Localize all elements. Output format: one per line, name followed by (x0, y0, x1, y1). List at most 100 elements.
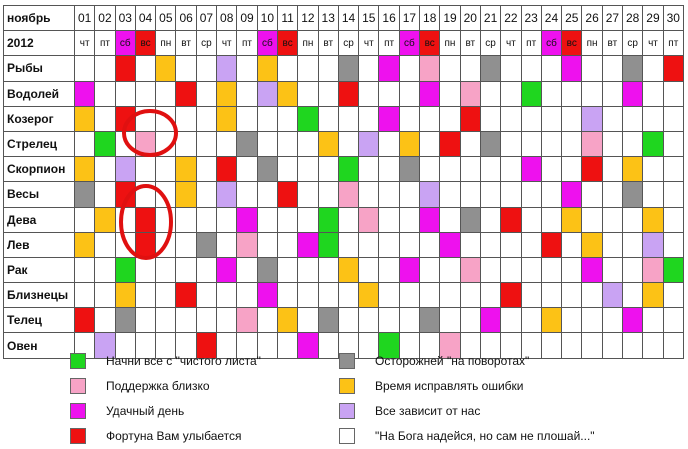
day-cell (175, 282, 197, 309)
day-cell (419, 181, 441, 208)
day-cell (398, 256, 421, 284)
day-cell (297, 130, 319, 158)
weekday-cell: вт (601, 30, 624, 57)
weekday-cell: ср (195, 30, 218, 57)
day-cell (114, 231, 136, 258)
day-cell (398, 55, 421, 82)
day-number: 03 (114, 4, 136, 32)
day-cell (459, 231, 481, 258)
day-number: 04 (134, 4, 157, 32)
day-cell (134, 105, 157, 132)
day-cell (175, 332, 197, 359)
weekday-cell: чт (216, 30, 238, 57)
day-cell (155, 156, 177, 183)
day-cell (216, 105, 238, 132)
day-cell (297, 80, 319, 107)
day-cell (520, 130, 542, 158)
day-cell (317, 181, 339, 208)
day-cell (520, 231, 542, 258)
day-cell (297, 231, 319, 258)
day-cell (601, 105, 624, 132)
sign-row: Близнецы (3, 282, 685, 309)
day-cell (662, 256, 685, 284)
day-cell (73, 206, 96, 233)
day-cell (256, 256, 278, 284)
weekday-cell: чт (73, 30, 96, 57)
day-cell (276, 231, 299, 258)
day-cell (195, 55, 218, 82)
day-cell (216, 55, 238, 82)
day-number-row: ноябрь 01 02 03 04 05 06 07 08 09 10 11 12 13 14 15 16 17… (3, 4, 685, 32)
day-cell (540, 256, 563, 284)
day-cell (73, 256, 96, 284)
sign-name: Козерог (3, 105, 75, 132)
day-cell (195, 206, 218, 233)
day-number: 10 (256, 4, 278, 32)
day-number: 08 (216, 4, 238, 32)
legend-label: Все зависит от нас (375, 404, 481, 418)
day-cell (134, 181, 157, 208)
day-cell (642, 181, 664, 208)
day-cell (439, 130, 461, 158)
day-cell (155, 282, 177, 309)
day-cell (276, 181, 299, 208)
day-cell (94, 105, 116, 132)
legend-label: Фортуна Вам улыбается (106, 429, 242, 443)
day-cell (398, 206, 421, 233)
day-number: 24 (540, 4, 563, 32)
day-cell (155, 206, 177, 233)
day-cell (561, 282, 583, 309)
day-cell (175, 256, 197, 284)
day-cell (73, 156, 96, 183)
sign-row: Рыбы (3, 55, 685, 82)
horoscope-calendar-table: ноябрь 01 02 03 04 05 06 07 08 09 10 11 12 13 14 15 16 17… (3, 4, 685, 359)
sign-row: Стрелец (3, 130, 685, 158)
day-cell (378, 80, 400, 107)
day-cell (134, 206, 157, 233)
day-cell (175, 181, 197, 208)
day-cell (337, 105, 360, 132)
day-cell (561, 130, 583, 158)
day-cell (622, 231, 644, 258)
day-number: 16 (378, 4, 400, 32)
day-cell (561, 231, 583, 258)
day-cell (500, 156, 522, 183)
day-cell (500, 105, 522, 132)
day-cell (419, 55, 441, 82)
day-cell (642, 332, 664, 359)
day-cell (662, 156, 685, 183)
day-cell (540, 105, 563, 132)
day-cell (236, 307, 258, 334)
legend-item: Удачный день (70, 402, 330, 422)
day-cell (73, 181, 96, 208)
day-cell (540, 181, 563, 208)
day-cell (94, 282, 116, 309)
day-cell (155, 80, 177, 107)
day-cell (439, 231, 461, 258)
sign-name: Рак (3, 256, 75, 284)
legend-item: Время исправлять ошибки (339, 377, 679, 397)
day-cell (520, 307, 542, 334)
sign-row: Овен (3, 332, 685, 359)
day-cell (439, 55, 461, 82)
day-cell (398, 282, 421, 309)
sign-name: Скорпион (3, 156, 75, 183)
day-cell (155, 256, 177, 284)
day-cell (134, 332, 157, 359)
day-cell (479, 256, 502, 284)
legend-swatch (70, 378, 86, 394)
day-cell (622, 55, 644, 82)
day-cell (378, 206, 400, 233)
day-cell (459, 55, 481, 82)
day-cell (419, 80, 441, 107)
day-cell (317, 206, 339, 233)
day-cell (662, 55, 685, 82)
day-cell (601, 55, 624, 82)
day-cell (195, 156, 218, 183)
day-cell (540, 55, 563, 82)
month-label: ноябрь (3, 4, 75, 32)
day-number: 13 (317, 4, 339, 32)
day-cell (337, 282, 360, 309)
day-cell (175, 130, 197, 158)
day-cell (358, 156, 380, 183)
